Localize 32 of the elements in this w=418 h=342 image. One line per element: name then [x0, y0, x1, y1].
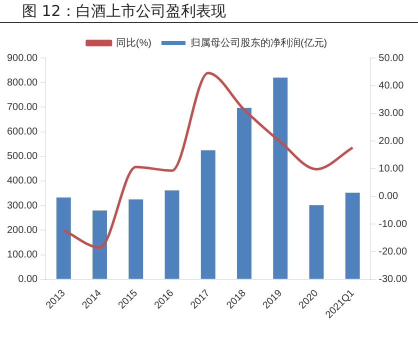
bar — [164, 190, 180, 279]
y2-tick-label: 50.00 — [378, 52, 404, 64]
y-tick-label: 300.00 — [6, 200, 38, 212]
bar — [128, 199, 144, 279]
y2-tick-label: 40.00 — [378, 80, 404, 92]
y-tick-label: 500.00 — [6, 151, 38, 162]
legend-label: 归属母公司股东的净利润(亿元) — [190, 36, 328, 49]
y-tick-label: 100.00 — [6, 250, 38, 261]
y-tick-label: 400.00 — [6, 176, 38, 187]
y2-tick-label: -30.00 — [378, 274, 408, 286]
y-tick-label: 800.00 — [6, 77, 38, 88]
y2-tick-label: 0.00 — [378, 191, 399, 202]
bar — [56, 197, 71, 279]
bar — [273, 78, 288, 279]
line-series — [62, 72, 354, 249]
bar — [345, 192, 360, 279]
y-tick-label: 0.00 — [18, 274, 38, 286]
legend-label: 同比(%) — [116, 36, 152, 49]
bar — [200, 150, 216, 279]
bar — [92, 210, 107, 279]
y2-tick-label: 20.00 — [378, 136, 404, 147]
y2-tick-label: 30.00 — [378, 108, 404, 120]
y-tick-label: 200.00 — [6, 224, 38, 236]
y2-tick-label: -20.00 — [378, 246, 408, 258]
y-tick-label: 900.00 — [6, 52, 38, 64]
chart-title: 图 12：白酒上市公司盈利表现 — [22, 2, 226, 21]
bar — [309, 205, 324, 279]
y2-tick-label: 10.00 — [378, 163, 404, 174]
bar — [237, 108, 252, 279]
y2-tick-label: -10.00 — [378, 218, 408, 230]
y-tick-label: 600.00 — [6, 126, 38, 138]
y-tick-label: 700.00 — [6, 102, 38, 113]
